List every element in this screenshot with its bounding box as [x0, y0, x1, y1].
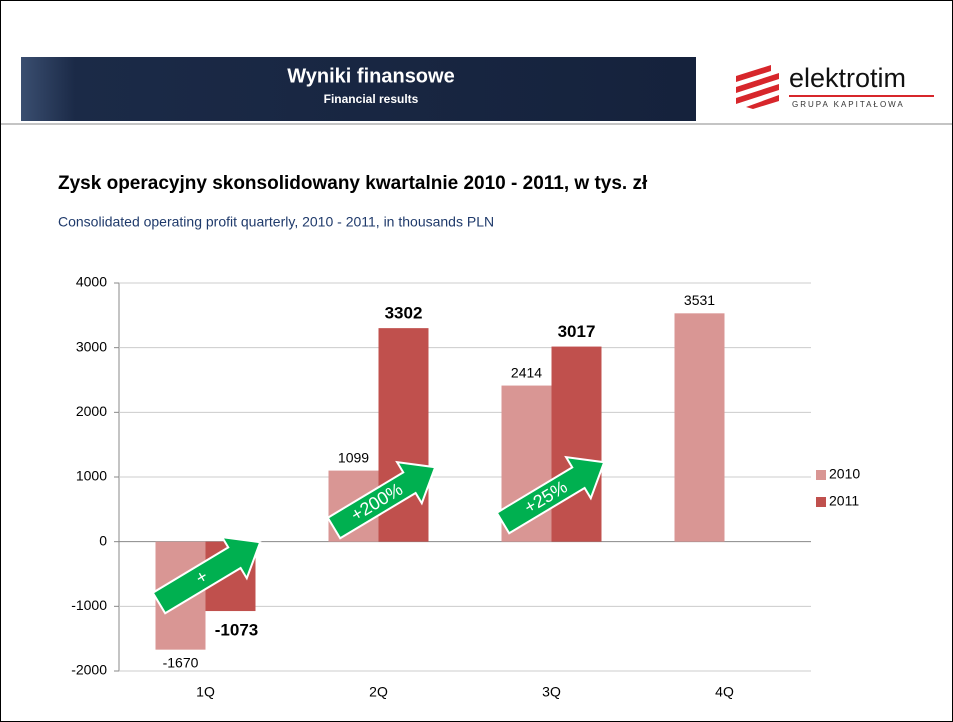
y-tick-label: -2000 [71, 662, 107, 678]
logo-stripe [736, 84, 779, 104]
x-tick-label: 3Q [542, 684, 561, 700]
logo-name: elektrotim [789, 63, 906, 93]
y-tick-label: 4000 [76, 274, 107, 290]
header-title: Wyniki finansowe [287, 65, 454, 87]
annotation-arrow: + [151, 535, 262, 615]
y-tick-label: 1000 [76, 468, 107, 484]
y-tick-label: 0 [99, 532, 107, 548]
x-tick-label: 4Q [715, 684, 734, 700]
logo: elektrotim GRUPA KAPITAŁOWA [706, 57, 944, 121]
arrow-shape [495, 455, 606, 535]
x-tick-label: 1Q [196, 684, 215, 700]
data-label: 1099 [338, 449, 369, 465]
chart-subtitle: Consolidated operating profit quarterly,… [58, 214, 494, 230]
header-subtitle: Financial results [324, 92, 419, 106]
data-label: 2414 [511, 364, 542, 380]
logo-stripe [736, 65, 771, 82]
legend-label: 2010 [829, 466, 860, 482]
legend-swatch [816, 470, 826, 480]
header-band [21, 57, 696, 121]
bar [674, 313, 725, 542]
arrow-shape [151, 535, 262, 615]
data-label: -1670 [163, 654, 199, 670]
data-label: 3531 [684, 292, 715, 308]
data-label: 3017 [558, 322, 596, 341]
chart-title: Zysk operacyjny skonsolidowany kwartalni… [58, 173, 648, 194]
logo-tagline: GRUPA KAPITAŁOWA [792, 100, 905, 109]
legend-swatch [816, 497, 826, 507]
y-tick-label: 2000 [76, 403, 107, 419]
data-label: 3302 [385, 304, 423, 323]
logo-stripe [746, 95, 779, 109]
arrow-shape [326, 460, 437, 540]
logo-stripe [736, 73, 779, 93]
data-label: -1073 [215, 621, 258, 640]
y-tick-label: -1000 [71, 597, 107, 613]
y-tick-label: 3000 [76, 338, 107, 354]
bar [551, 346, 602, 542]
legend-label: 2011 [829, 493, 859, 509]
x-tick-label: 2Q [369, 684, 388, 700]
